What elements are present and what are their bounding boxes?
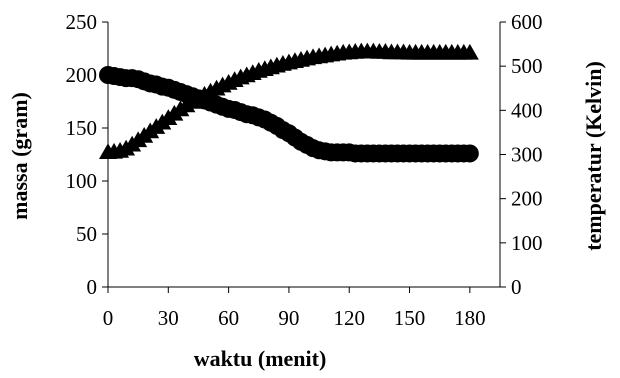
left-y-tick-label: 0 (87, 275, 98, 299)
massa-series (99, 66, 479, 163)
x-tick-label: 0 (103, 306, 114, 330)
x-tick-label: 150 (394, 306, 426, 330)
ticks: 0 50 100 150 200 250 0 100 200 300 400 500 600 0 30 60 9… (66, 10, 543, 330)
left-y-tick-label: 100 (66, 169, 98, 193)
x-tick-label: 60 (218, 306, 239, 330)
right-y-axis-title: temperatur (Kelvin) (581, 61, 606, 251)
massa-point (460, 144, 479, 163)
left-y-axis-title: massa (gram) (7, 92, 32, 220)
right-y-tick-label: 200 (511, 187, 543, 211)
x-tick-label: 120 (333, 306, 365, 330)
right-y-tick-label: 0 (511, 275, 522, 299)
left-y-tick-label: 50 (76, 222, 97, 246)
x-axis-title: waktu (menit) (194, 346, 327, 371)
temperatur-series (99, 42, 479, 160)
temperatur-point (460, 43, 479, 60)
left-y-tick-label: 150 (66, 116, 98, 140)
left-y-tick-label: 200 (66, 63, 98, 87)
right-y-tick-label: 300 (511, 143, 543, 167)
right-y-tick-label: 500 (511, 54, 543, 78)
x-tick-label: 180 (454, 306, 486, 330)
right-y-tick-label: 600 (511, 10, 543, 34)
right-y-tick-label: 400 (511, 98, 543, 122)
right-y-tick-label: 100 (511, 231, 543, 255)
x-tick-label: 90 (278, 306, 299, 330)
left-y-tick-label: 250 (66, 10, 98, 34)
x-tick-label: 30 (158, 306, 179, 330)
